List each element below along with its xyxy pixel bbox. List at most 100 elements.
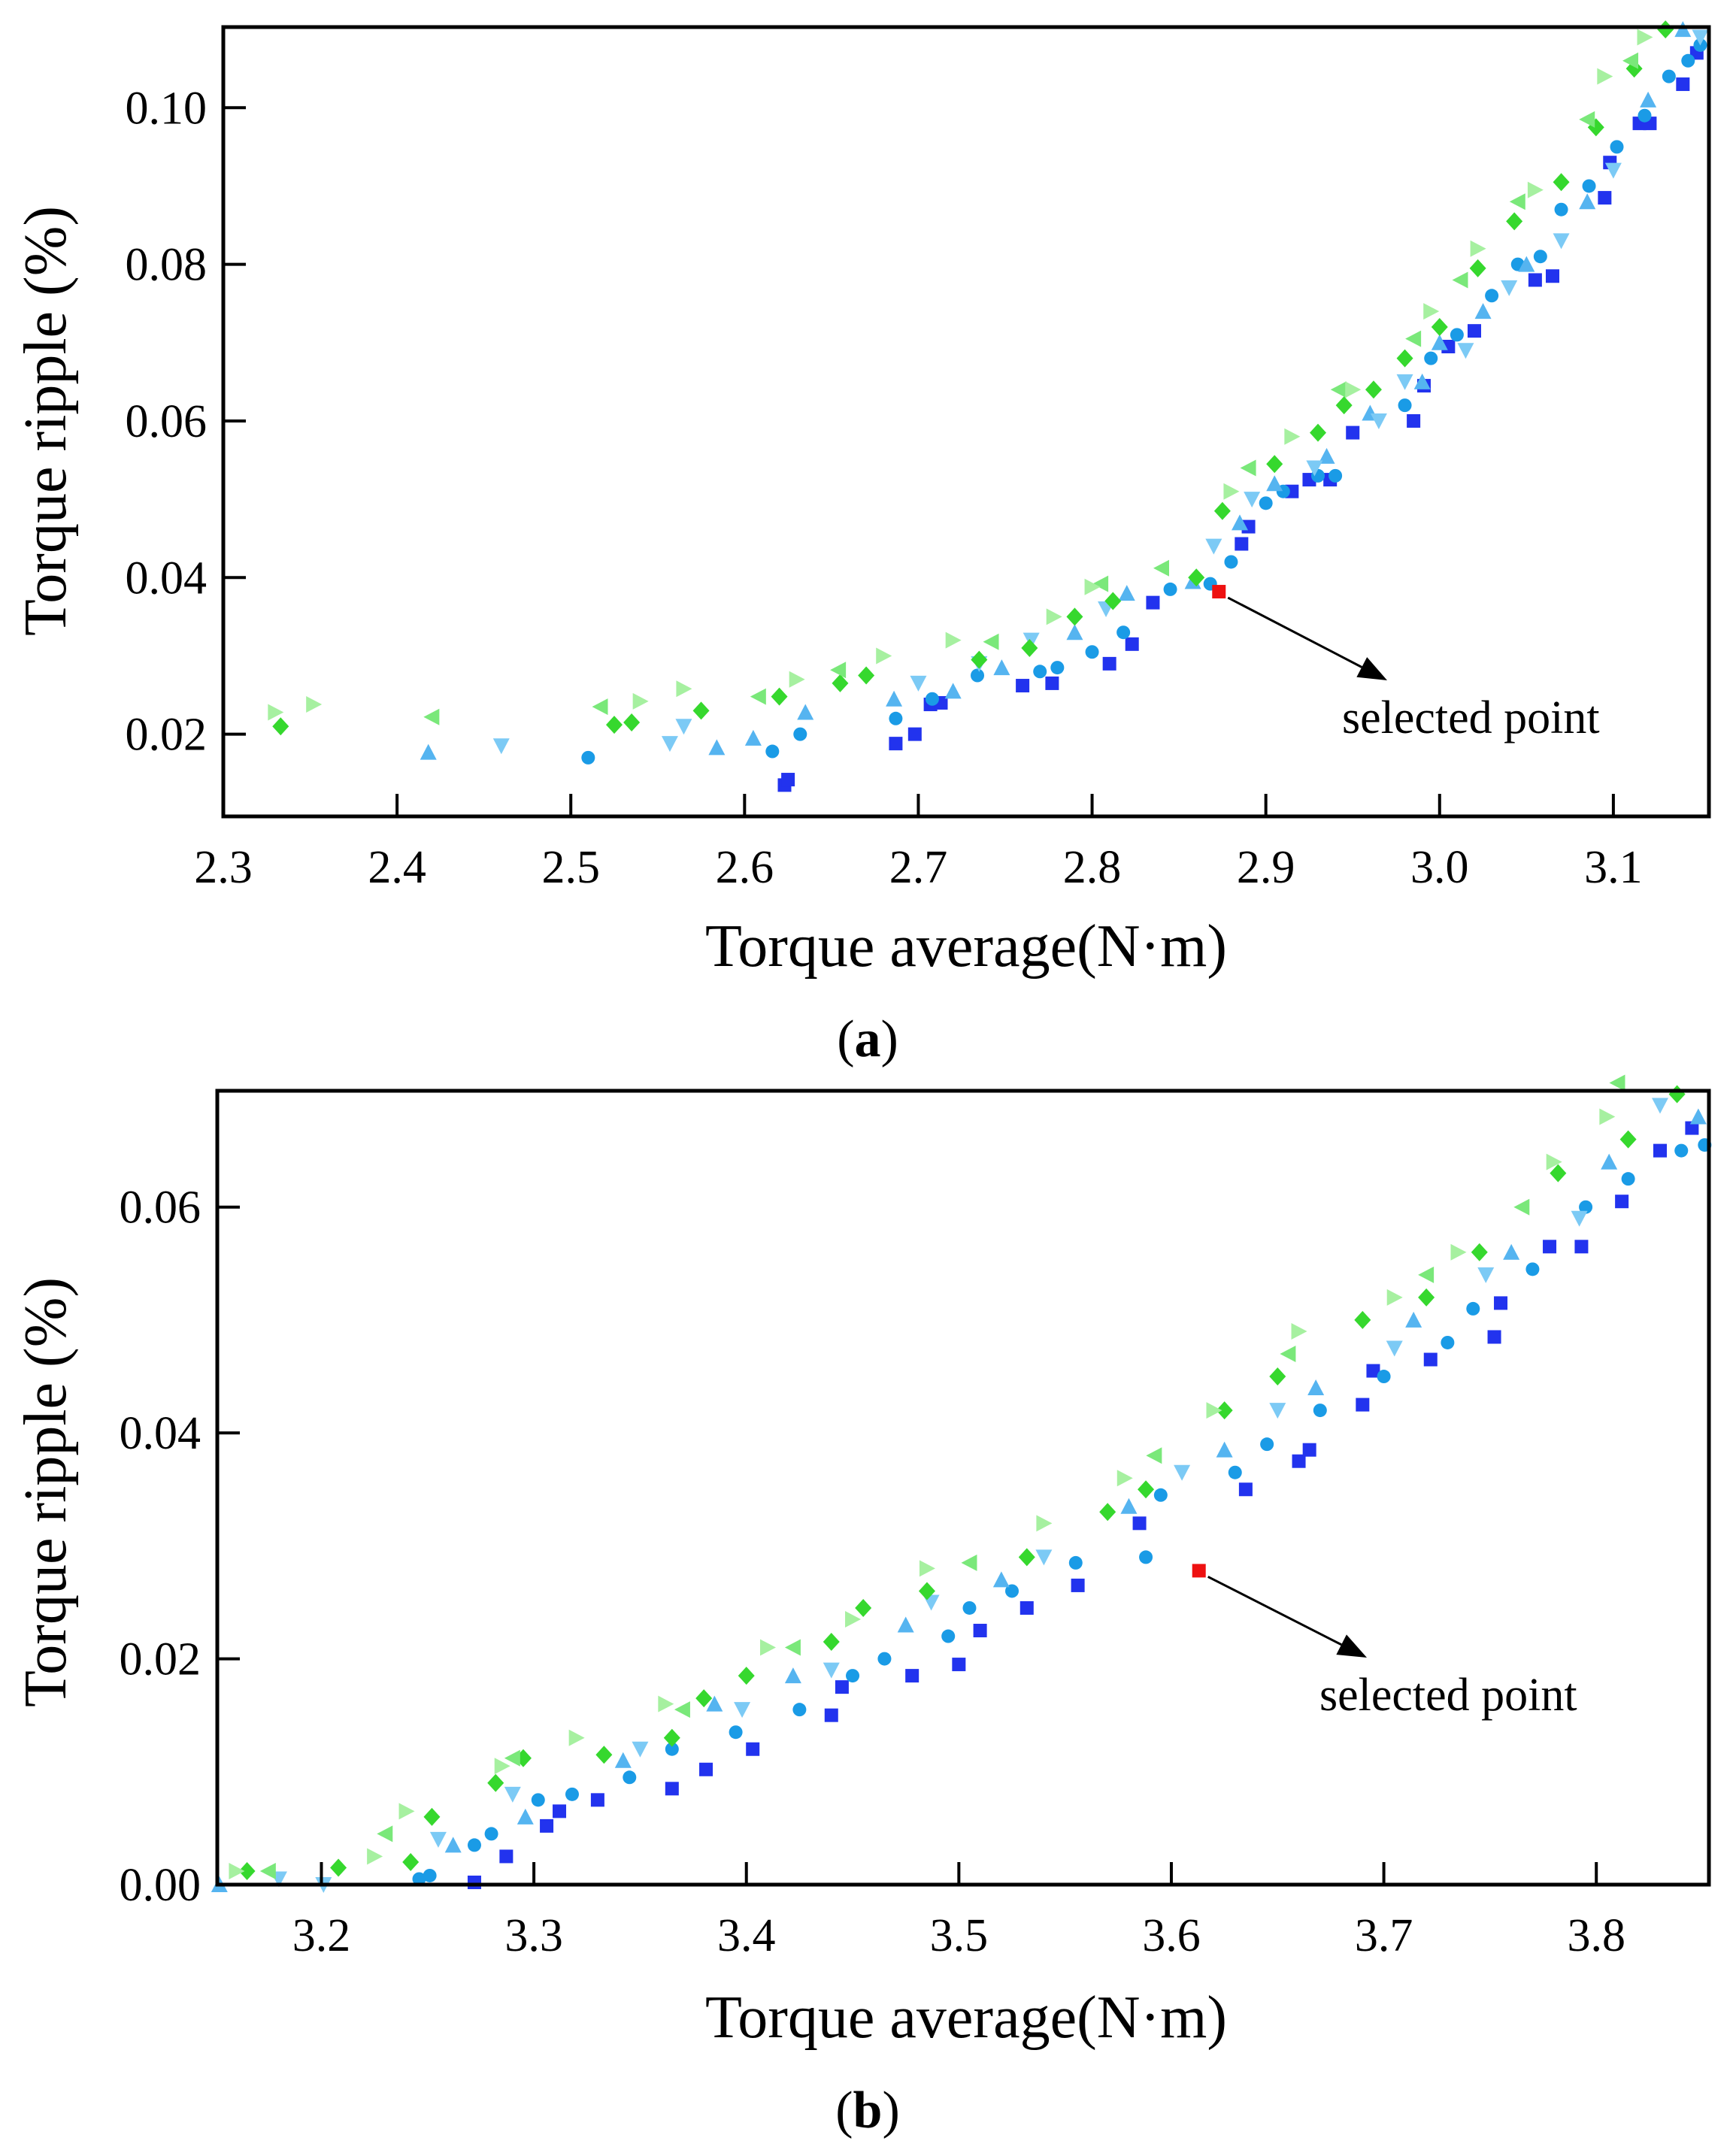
panel-a-y-ticks: 0.02 0.04 0.06 0.08 0.10 <box>126 83 246 761</box>
x-tick-label: 3.3 <box>504 1910 563 1961</box>
data-point-triangle-up <box>1431 334 1448 350</box>
data-point-triangle-left <box>1579 111 1595 128</box>
data-point-triangle-left <box>1405 330 1422 347</box>
data-point-triangle-left <box>1146 1447 1162 1464</box>
data-point-circle <box>1163 582 1177 596</box>
data-point-triangle-left <box>961 1554 977 1571</box>
data-point-diamond <box>832 674 849 692</box>
data-point-diamond <box>330 1858 347 1877</box>
y-tick-label: 0.00 <box>120 1860 201 1911</box>
panel-a-annotation-label: selected point <box>1342 692 1600 743</box>
data-point-circle <box>1377 1370 1391 1384</box>
data-point-triangle-left <box>830 662 847 679</box>
data-point-triangle-right <box>676 680 692 698</box>
y-tick-label: 0.06 <box>126 396 208 447</box>
data-point-square <box>1468 324 1481 338</box>
data-point-triangle-left <box>674 1701 690 1718</box>
data-point-triangle-down <box>734 1702 751 1718</box>
panel-b-y-axis-label: Torque ripple (%) <box>13 1277 79 1707</box>
data-point-circle <box>1005 1584 1019 1598</box>
data-point-triangle-down <box>1501 280 1518 296</box>
data-point-square <box>746 1742 760 1756</box>
data-point-triangle-down <box>1571 1210 1588 1227</box>
data-point-diamond <box>1396 349 1413 368</box>
x-tick-label: 2.9 <box>1237 842 1295 893</box>
data-point-triangle-right <box>1599 1108 1616 1125</box>
data-point-circle <box>1450 328 1464 342</box>
data-point-circle <box>412 1872 426 1886</box>
panel-a-points <box>268 20 1709 792</box>
data-point-triangle-up <box>1579 193 1596 210</box>
data-point-triangle-right <box>1291 1322 1307 1340</box>
data-point-square <box>699 1762 713 1776</box>
data-point-diamond <box>1216 1401 1233 1420</box>
data-point-square <box>1356 1398 1370 1412</box>
data-point-diamond <box>1550 1164 1567 1182</box>
data-point-triangle-right <box>1527 181 1544 198</box>
data-point-triangle-up <box>1674 21 1692 38</box>
data-point-triangle-left <box>1240 459 1256 477</box>
data-point-triangle-up <box>1601 1153 1618 1170</box>
x-tick-label: 3.7 <box>1355 1910 1413 1961</box>
panel-b: 3.2 3.3 3.4 3.5 3.6 3.7 3.8 0.00 0.02 0.04 0.06 s… <box>13 1074 1712 2139</box>
data-point-triangle-right <box>1206 1402 1222 1419</box>
data-point-triangle-up <box>444 1837 462 1853</box>
data-point-circle <box>765 744 780 759</box>
data-point-triangle-left <box>1609 1074 1625 1092</box>
data-point-square <box>1019 1600 1034 1615</box>
x-tick-label: 3.1 <box>1584 842 1643 893</box>
data-point-triangle-left <box>784 1639 801 1656</box>
data-point-triangle-down <box>429 1831 447 1848</box>
x-tick-label: 2.8 <box>1063 842 1122 893</box>
data-point-triangle-right <box>1423 303 1440 320</box>
data-point-triangle-down <box>1035 1549 1053 1566</box>
data-point-circle <box>467 1838 481 1852</box>
data-point-triangle-down <box>1604 162 1622 179</box>
data-point-circle <box>941 1629 956 1643</box>
data-point-square <box>553 1804 567 1818</box>
data-point-triangle-up <box>706 1695 723 1712</box>
data-point-circle <box>1662 69 1676 83</box>
data-point-circle <box>792 1703 807 1717</box>
data-point-square <box>907 727 922 741</box>
data-point-square <box>1366 1364 1380 1378</box>
data-point-square <box>1487 1330 1501 1344</box>
data-point-triangle-down <box>1306 460 1323 477</box>
data-point-circle <box>1533 250 1547 264</box>
data-point-triangle-up <box>1307 1379 1325 1396</box>
data-point-circle <box>1638 108 1652 123</box>
data-point-triangle-down <box>632 1741 649 1758</box>
x-tick-label: 3.5 <box>930 1910 989 1961</box>
data-point-triangle-down <box>1023 632 1040 649</box>
y-tick-label: 0.10 <box>126 83 208 134</box>
data-point-circle <box>729 1725 743 1740</box>
data-point-triangle-left <box>1622 52 1638 69</box>
data-point-square <box>590 1793 604 1807</box>
data-point-circle <box>1582 179 1596 193</box>
data-point-triangle-right <box>229 1862 245 1879</box>
data-point-square <box>1676 77 1690 92</box>
data-point-circle <box>1313 1404 1327 1418</box>
data-point-triangle-down <box>1457 343 1474 359</box>
data-point-square <box>1235 537 1249 551</box>
data-point-square <box>1146 595 1160 610</box>
data-point-triangle-up <box>1413 373 1431 389</box>
data-point-circle <box>1681 53 1695 68</box>
data-point-triangle-left <box>1509 193 1525 210</box>
data-point-diamond <box>1269 1367 1286 1386</box>
data-point-square <box>1132 1516 1147 1531</box>
data-point-diamond <box>1018 1548 1035 1567</box>
data-point-circle <box>1554 202 1568 217</box>
data-point-square <box>1292 1454 1306 1468</box>
selected-point-marker <box>1212 585 1226 599</box>
data-point-circle <box>565 1787 579 1801</box>
data-point-square <box>781 773 795 787</box>
data-point-triangle-down <box>1205 538 1222 555</box>
data-point-triangle-down <box>1386 1340 1403 1357</box>
y-tick-label: 0.04 <box>120 1408 201 1459</box>
data-point-triangle-right <box>1637 29 1653 46</box>
data-point-circle <box>423 1868 437 1882</box>
data-point-triangle-left <box>423 708 440 725</box>
x-tick-label: 3.0 <box>1410 842 1469 893</box>
data-point-square <box>1653 1143 1667 1158</box>
